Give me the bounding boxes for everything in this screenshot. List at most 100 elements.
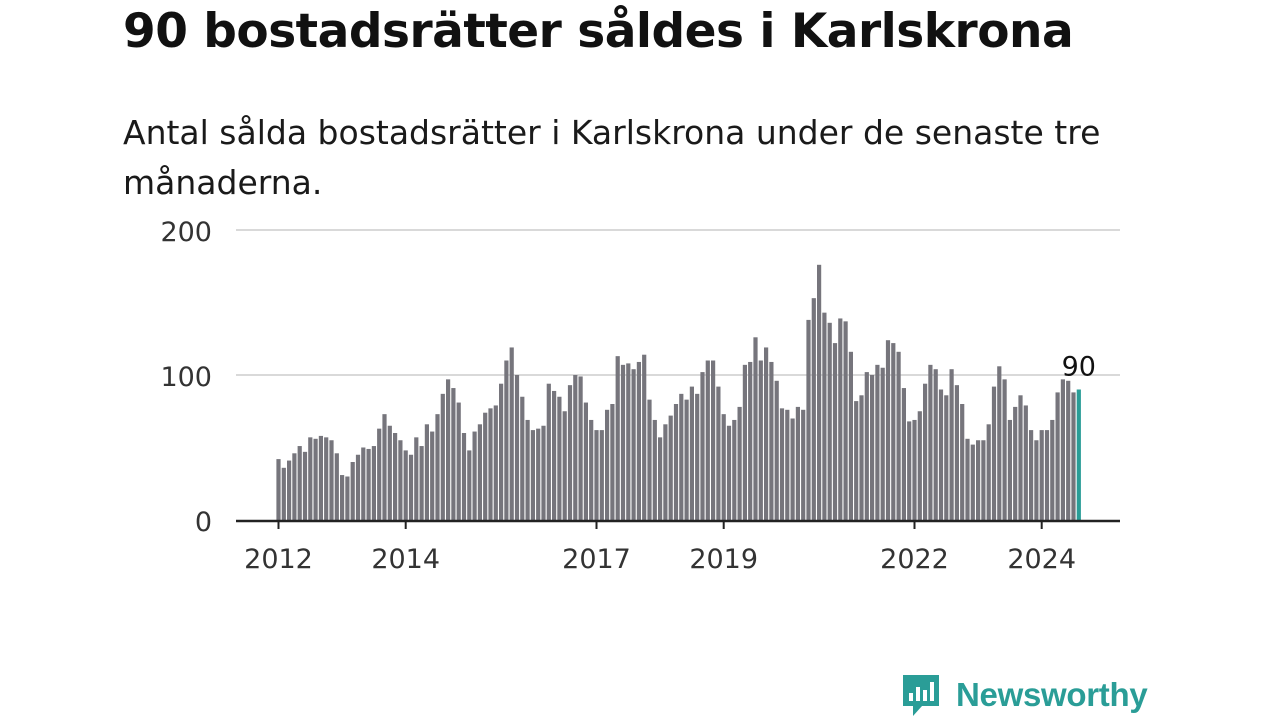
bar xyxy=(387,425,392,520)
bar xyxy=(329,440,334,520)
bar xyxy=(732,419,737,520)
bar xyxy=(435,414,440,520)
bar xyxy=(472,431,477,520)
bar xyxy=(281,467,286,520)
bar xyxy=(461,433,467,520)
bar xyxy=(938,389,944,520)
bar xyxy=(366,448,371,520)
bar xyxy=(424,424,429,520)
bar xyxy=(626,363,631,520)
bar xyxy=(456,402,461,520)
bar xyxy=(594,430,599,520)
bar xyxy=(345,476,350,520)
bar xyxy=(753,337,758,520)
bar xyxy=(944,395,949,520)
bar xyxy=(774,380,779,520)
bar xyxy=(567,385,573,520)
bar xyxy=(1013,406,1018,520)
bar xyxy=(546,383,551,520)
bar xyxy=(1039,430,1044,520)
bar xyxy=(308,437,313,520)
bar xyxy=(1007,419,1012,520)
bar xyxy=(605,409,610,520)
bar xyxy=(292,453,297,520)
y-axis: 0 100 200 xyxy=(160,217,212,538)
highlight-value-label: 90 xyxy=(1062,352,1096,383)
bar xyxy=(673,404,679,520)
bar xyxy=(1044,430,1050,520)
y-tick-label: 0 xyxy=(195,507,212,538)
bar xyxy=(398,440,403,520)
bar xyxy=(817,264,822,520)
bar xyxy=(647,399,652,520)
brand-logo: Newsworthy xyxy=(900,670,1148,720)
bar xyxy=(716,386,721,520)
bar xyxy=(446,379,451,520)
bar xyxy=(806,319,811,520)
bar xyxy=(1060,379,1065,520)
bar xyxy=(1071,392,1076,520)
bar xyxy=(615,356,620,520)
bar xyxy=(923,383,928,520)
bar xyxy=(1029,430,1034,520)
bar xyxy=(1002,379,1007,520)
bar xyxy=(742,364,747,520)
bar xyxy=(562,411,567,520)
bar xyxy=(764,347,769,520)
bar xyxy=(340,475,345,520)
bar xyxy=(509,347,514,520)
bar xyxy=(520,396,525,520)
x-tick-label: 2012 xyxy=(244,544,313,575)
bar xyxy=(1055,392,1060,520)
bar xyxy=(726,425,732,520)
bar xyxy=(589,419,594,520)
bar xyxy=(700,372,705,520)
gridlines xyxy=(236,229,1120,376)
bar xyxy=(504,360,509,520)
x-tick-label: 2022 xyxy=(880,544,949,575)
bar xyxy=(907,421,912,520)
bar xyxy=(493,405,498,520)
bar xyxy=(620,364,626,520)
bar xyxy=(552,390,557,520)
bar xyxy=(711,360,716,520)
bar xyxy=(748,361,753,520)
bar xyxy=(854,401,859,520)
x-tick-label: 2019 xyxy=(689,544,758,575)
bar xyxy=(790,418,795,520)
bar xyxy=(917,411,922,520)
bar xyxy=(875,364,880,520)
bar xyxy=(287,460,292,520)
bar xyxy=(451,388,456,520)
bar xyxy=(885,340,891,520)
bar xyxy=(870,375,875,520)
bar xyxy=(477,424,482,520)
bar xyxy=(970,444,975,520)
bar xyxy=(684,399,689,520)
bar xyxy=(838,318,843,520)
bar xyxy=(965,438,970,520)
bar xyxy=(658,437,663,520)
bar xyxy=(652,419,657,520)
bar xyxy=(514,375,520,520)
bar xyxy=(928,364,933,520)
bar xyxy=(430,431,435,520)
bar xyxy=(499,383,504,520)
bar xyxy=(864,372,869,520)
x-axis: 2012 2014 2017 2019 2022 2024 xyxy=(236,519,1120,575)
bar xyxy=(832,343,838,520)
bar xyxy=(419,446,424,520)
y-tick-label: 200 xyxy=(160,217,212,248)
bar xyxy=(949,369,954,520)
bar xyxy=(843,321,848,520)
bar xyxy=(536,428,541,520)
bar xyxy=(276,459,281,520)
chart-subtitle: Antal sålda bostadsrätter i Karlskrona u… xyxy=(123,113,1101,202)
bar xyxy=(642,354,647,520)
bar xyxy=(297,446,302,520)
bar xyxy=(991,386,997,520)
bar xyxy=(414,437,419,520)
bar xyxy=(361,447,366,520)
bar xyxy=(393,433,398,520)
bar xyxy=(811,298,816,520)
